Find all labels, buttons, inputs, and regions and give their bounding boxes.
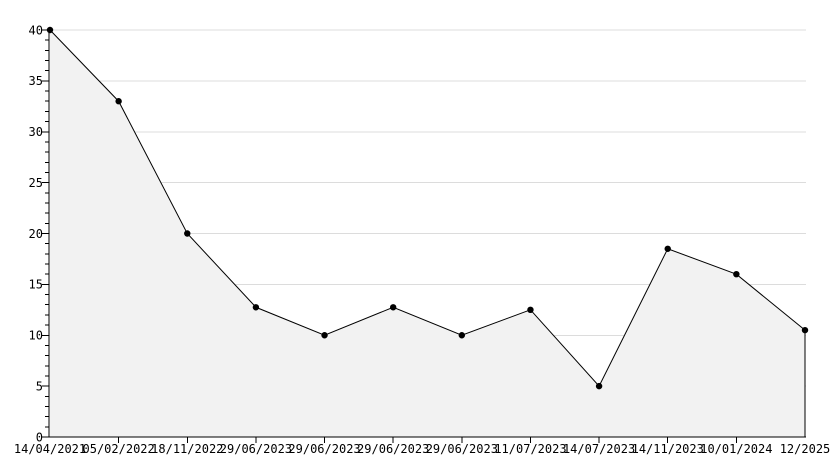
data-point-marker: [458, 332, 466, 339]
data-point-marker: [527, 306, 534, 314]
y-axis-tick-label: 10: [29, 329, 43, 343]
x-axis-tick-label: 18/11/2022: [151, 442, 223, 456]
y-axis-tick-label: 35: [29, 74, 43, 88]
y-axis-tick-label: 30: [29, 125, 43, 139]
data-point-marker: [664, 245, 671, 252]
x-axis-tick-label: 14/11/2023: [632, 442, 704, 456]
x-axis-tick-label: 14/04/2021: [14, 442, 86, 456]
data-point-marker: [184, 230, 191, 237]
x-axis-tick-label: 10/01/2024: [700, 442, 772, 456]
data-point-marker: [389, 304, 397, 311]
x-axis-tick-label: 29/06/2023: [288, 442, 360, 456]
x-axis-tick-label: 11/07/2023: [494, 442, 566, 456]
data-point-marker: [321, 332, 328, 339]
data-point-marker: [595, 382, 603, 390]
y-axis-tick-label: 40: [29, 23, 43, 37]
data-point-marker: [252, 304, 260, 311]
x-axis-tick-label: 05/02/2022: [83, 442, 155, 456]
x-axis-tick-label: 14/07/2023: [563, 442, 635, 456]
y-axis-tick-label: 20: [29, 227, 43, 241]
x-axis-tick-label: 29/06/2023: [220, 442, 292, 456]
y-axis-tick-label: 15: [29, 278, 43, 292]
data-point-marker: [733, 271, 740, 278]
y-axis-tick-label: 25: [29, 176, 43, 190]
data-point-marker: [115, 98, 122, 105]
y-axis-tick-label: 5: [36, 379, 43, 393]
x-axis-tick-label: 29/06/2023: [426, 442, 498, 456]
area-fill: [50, 30, 805, 437]
data-point-marker: [801, 326, 809, 334]
data-line: [49, 29, 806, 388]
x-axis-tick-label: 29/06/2023: [357, 442, 429, 456]
data-point-marker: [46, 26, 54, 34]
x-axis-tick-label: 12/2025: [780, 442, 831, 456]
y-axis-tick-label: 0: [36, 430, 43, 444]
